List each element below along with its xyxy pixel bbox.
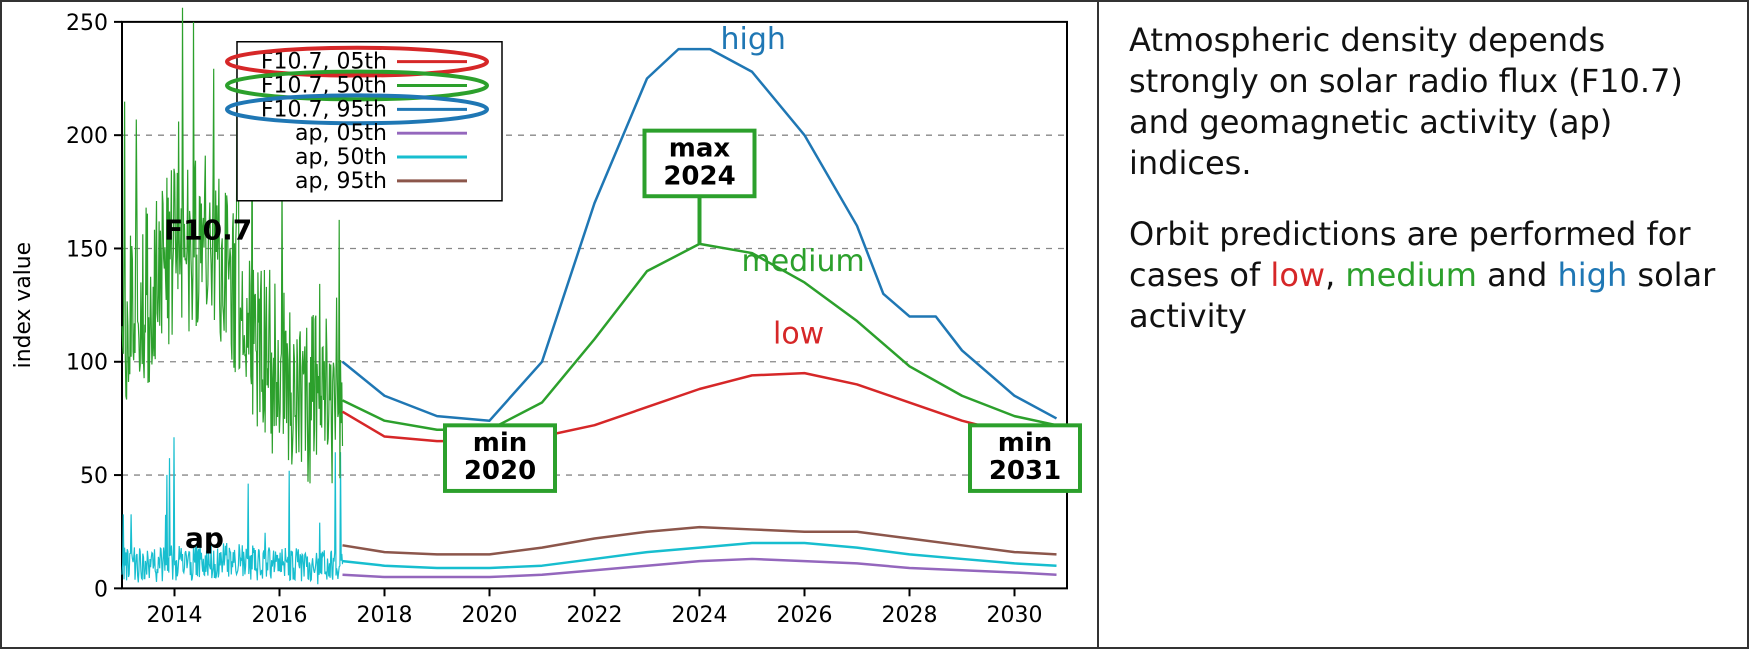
svg-text:2024: 2024 — [672, 603, 728, 628]
svg-text:ap, 50th: ap, 50th — [295, 145, 387, 170]
svg-text:2014: 2014 — [147, 603, 203, 628]
svg-text:F10.7, 95th: F10.7, 95th — [261, 97, 387, 122]
svg-text:ap: ap — [185, 522, 224, 555]
svg-text:2020: 2020 — [462, 603, 518, 628]
svg-text:min: min — [998, 428, 1052, 458]
svg-text:2026: 2026 — [777, 603, 833, 628]
svg-text:2031: 2031 — [989, 456, 1061, 486]
chart-pane: 0 50 100 150 200 250 2014 2016 2018 2020 2022 2024 2… — [2, 2, 1099, 647]
svg-text:index value: index value — [11, 242, 36, 368]
svg-text:0: 0 — [94, 577, 108, 602]
svg-text:ap, 05th: ap, 05th — [295, 121, 387, 146]
svg-text:ap, 95th: ap, 95th — [295, 169, 387, 194]
svg-text:50: 50 — [80, 464, 108, 489]
desc-low-word: low — [1270, 256, 1325, 294]
svg-text:2024: 2024 — [663, 161, 735, 191]
svg-text:F10.7: F10.7 — [164, 213, 252, 246]
desc-high-word: high — [1557, 256, 1627, 294]
svg-text:max: max — [669, 134, 731, 164]
svg-text:2016: 2016 — [252, 603, 308, 628]
svg-text:150: 150 — [66, 237, 108, 262]
description-pane: Atmospheric density depends strongly on … — [1099, 2, 1747, 647]
svg-text:2030: 2030 — [987, 603, 1043, 628]
svg-text:min: min — [473, 428, 527, 458]
desc-p2-c: and — [1477, 256, 1558, 294]
desc-paragraph-1: Atmospheric density depends strongly on … — [1129, 20, 1721, 184]
svg-text:2022: 2022 — [567, 603, 623, 628]
figure-container: 0 50 100 150 200 250 2014 2016 2018 2020 2022 2024 2… — [0, 0, 1749, 649]
desc-p2-b: , — [1325, 256, 1345, 294]
desc-paragraph-2: Orbit predictions are performed for case… — [1129, 214, 1721, 337]
svg-text:2028: 2028 — [882, 603, 938, 628]
svg-text:medium: medium — [742, 244, 865, 279]
svg-text:200: 200 — [66, 124, 108, 149]
svg-text:low: low — [773, 317, 824, 352]
svg-text:250: 250 — [66, 11, 108, 36]
svg-text:2018: 2018 — [357, 603, 413, 628]
desc-medium-word: medium — [1345, 256, 1477, 294]
svg-text:2020: 2020 — [464, 456, 536, 486]
solar-activity-chart: 0 50 100 150 200 250 2014 2016 2018 2020 2022 2024 2… — [2, 2, 1097, 647]
svg-text:high: high — [721, 22, 786, 57]
svg-text:100: 100 — [66, 351, 108, 376]
